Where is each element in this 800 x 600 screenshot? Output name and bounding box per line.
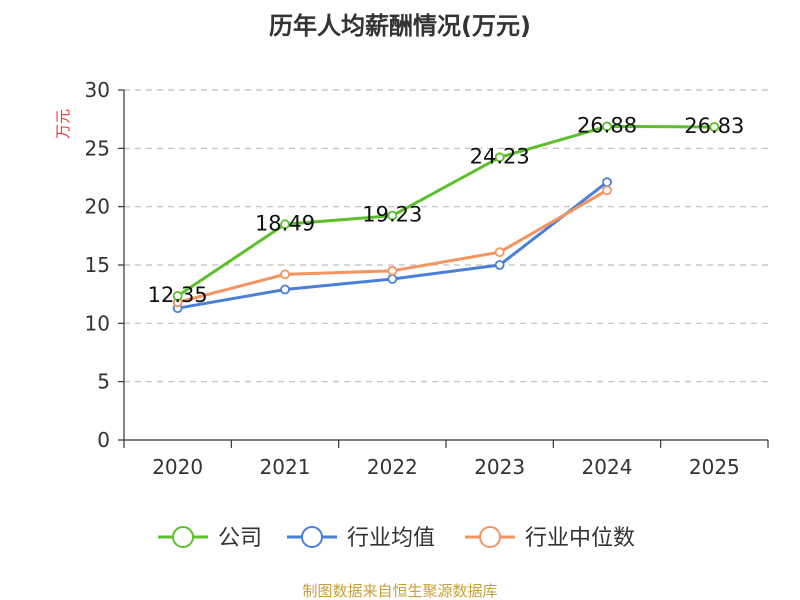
- series-lines: [172, 121, 720, 314]
- legend-marker-2: [479, 526, 501, 548]
- legend-item-0[interactable]: 公司: [158, 526, 262, 551]
- legend-marker-0: [172, 526, 194, 548]
- x-tick-label-2020: 2020: [152, 455, 203, 479]
- source-note: 制图数据来自恒生聚源数据库: [302, 582, 497, 600]
- data-point-0-2023: [494, 152, 505, 163]
- data-point-1-2024: [602, 177, 612, 188]
- legend-label-1: 行业均值: [347, 526, 435, 551]
- y-tick-label-10: 10: [85, 311, 110, 335]
- series-line-1: [177, 180, 608, 310]
- x-tick-label-2022: 2022: [367, 455, 418, 479]
- data-label-2023: 24.23: [470, 144, 530, 168]
- data-point-0-2021: [280, 219, 290, 230]
- legend-item-1[interactable]: 行业均值: [287, 526, 435, 551]
- data-point-0-2022: [387, 210, 398, 221]
- legend-marker-1: [301, 526, 323, 548]
- data-point-1-2023: [494, 260, 505, 270]
- data-point-2-2024: [602, 185, 612, 196]
- grid-lines: [124, 89, 768, 383]
- y-tick-label-25: 25: [85, 136, 110, 160]
- data-label-2024: 26.88: [577, 113, 637, 137]
- data-labels: 12.35 18.49 19.23 24.23 26.88 26.83: [148, 113, 745, 307]
- y-tick-label-0: 0: [97, 428, 110, 452]
- data-point-1-2021: [280, 284, 290, 295]
- x-tick-label-2025: 2025: [689, 455, 740, 479]
- chart-title: 历年人均薪酬情况(万元): [269, 12, 531, 40]
- y-tick-label-30: 30: [85, 78, 110, 102]
- y-tick-label-20: 20: [85, 195, 110, 219]
- y-tick-label-15: 15: [85, 253, 110, 277]
- x-tick-label-2023: 2023: [474, 455, 525, 479]
- legend-item-2[interactable]: 行业中位数: [465, 526, 635, 551]
- data-point-1-2022: [387, 274, 398, 284]
- x-tick-label-2021: 2021: [260, 455, 311, 479]
- data-point-2-2022: [387, 265, 398, 276]
- legend-label-2: 行业中位数: [525, 526, 635, 551]
- legend-label-0: 公司: [218, 526, 262, 551]
- data-point-0-2025: [709, 122, 720, 132]
- legend[interactable]: 公司 行业均值 行业中位数: [158, 526, 635, 551]
- data-point-0-2020: [172, 291, 183, 301]
- data-point-2-2021: [280, 269, 290, 280]
- y-tick-label-5: 5: [97, 370, 110, 394]
- data-label-2022: 19.23: [362, 203, 422, 227]
- y-axis-label: 万元: [54, 109, 72, 139]
- data-label-2020: 12.35: [148, 283, 208, 307]
- data-label-2021: 18.49: [255, 211, 315, 235]
- data-point-0-2024: [602, 121, 612, 132]
- data-point-2-2023: [494, 247, 505, 258]
- data-label-2025: 26.83: [684, 114, 744, 138]
- x-tick-label-2024: 2024: [582, 455, 633, 479]
- series-line-0: [176, 124, 715, 298]
